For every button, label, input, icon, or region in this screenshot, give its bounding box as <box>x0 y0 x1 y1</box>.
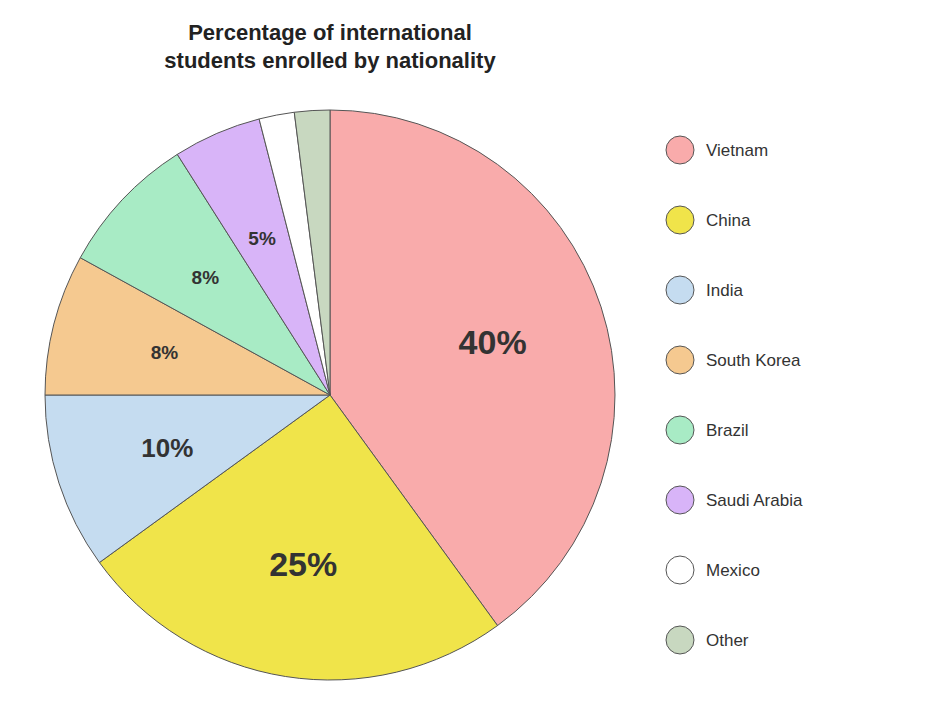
legend-swatch <box>666 206 694 234</box>
data-label: 25% <box>269 545 337 583</box>
legend-label: Brazil <box>706 421 749 440</box>
pie-slice <box>45 395 330 563</box>
legend-label: Vietnam <box>706 141 768 160</box>
legend-swatch <box>666 486 694 514</box>
data-label: 8% <box>151 342 179 363</box>
pie-slice <box>99 395 497 680</box>
legend-label: China <box>706 211 751 230</box>
legend-swatch <box>666 416 694 444</box>
chart-title: Percentage of internationalstudents enro… <box>164 20 496 73</box>
chart-svg: Percentage of internationalstudents enro… <box>0 0 936 712</box>
legend-swatch <box>666 276 694 304</box>
data-label: 10% <box>141 433 193 463</box>
data-label: 8% <box>192 267 220 288</box>
legend-swatch <box>666 136 694 164</box>
legend-swatch <box>666 346 694 374</box>
legend-label: Mexico <box>706 561 760 580</box>
pie-slice <box>294 110 330 395</box>
legend-swatch <box>666 556 694 584</box>
legend-label: Other <box>706 631 749 650</box>
legend: Vietnam China India South Korea Brazil Saudi … <box>666 136 803 654</box>
legend-label: India <box>706 281 743 300</box>
legend-swatch <box>666 626 694 654</box>
data-label: 40% <box>459 323 527 361</box>
legend-label: Saudi Arabia <box>706 491 803 510</box>
data-labels: 40% 25% 10% 8% 8% 5% <box>141 228 526 583</box>
chart-container: Percentage of internationalstudents enro… <box>0 0 936 712</box>
pie <box>45 110 615 680</box>
data-label: 5% <box>248 228 276 249</box>
legend-label: South Korea <box>706 351 801 370</box>
